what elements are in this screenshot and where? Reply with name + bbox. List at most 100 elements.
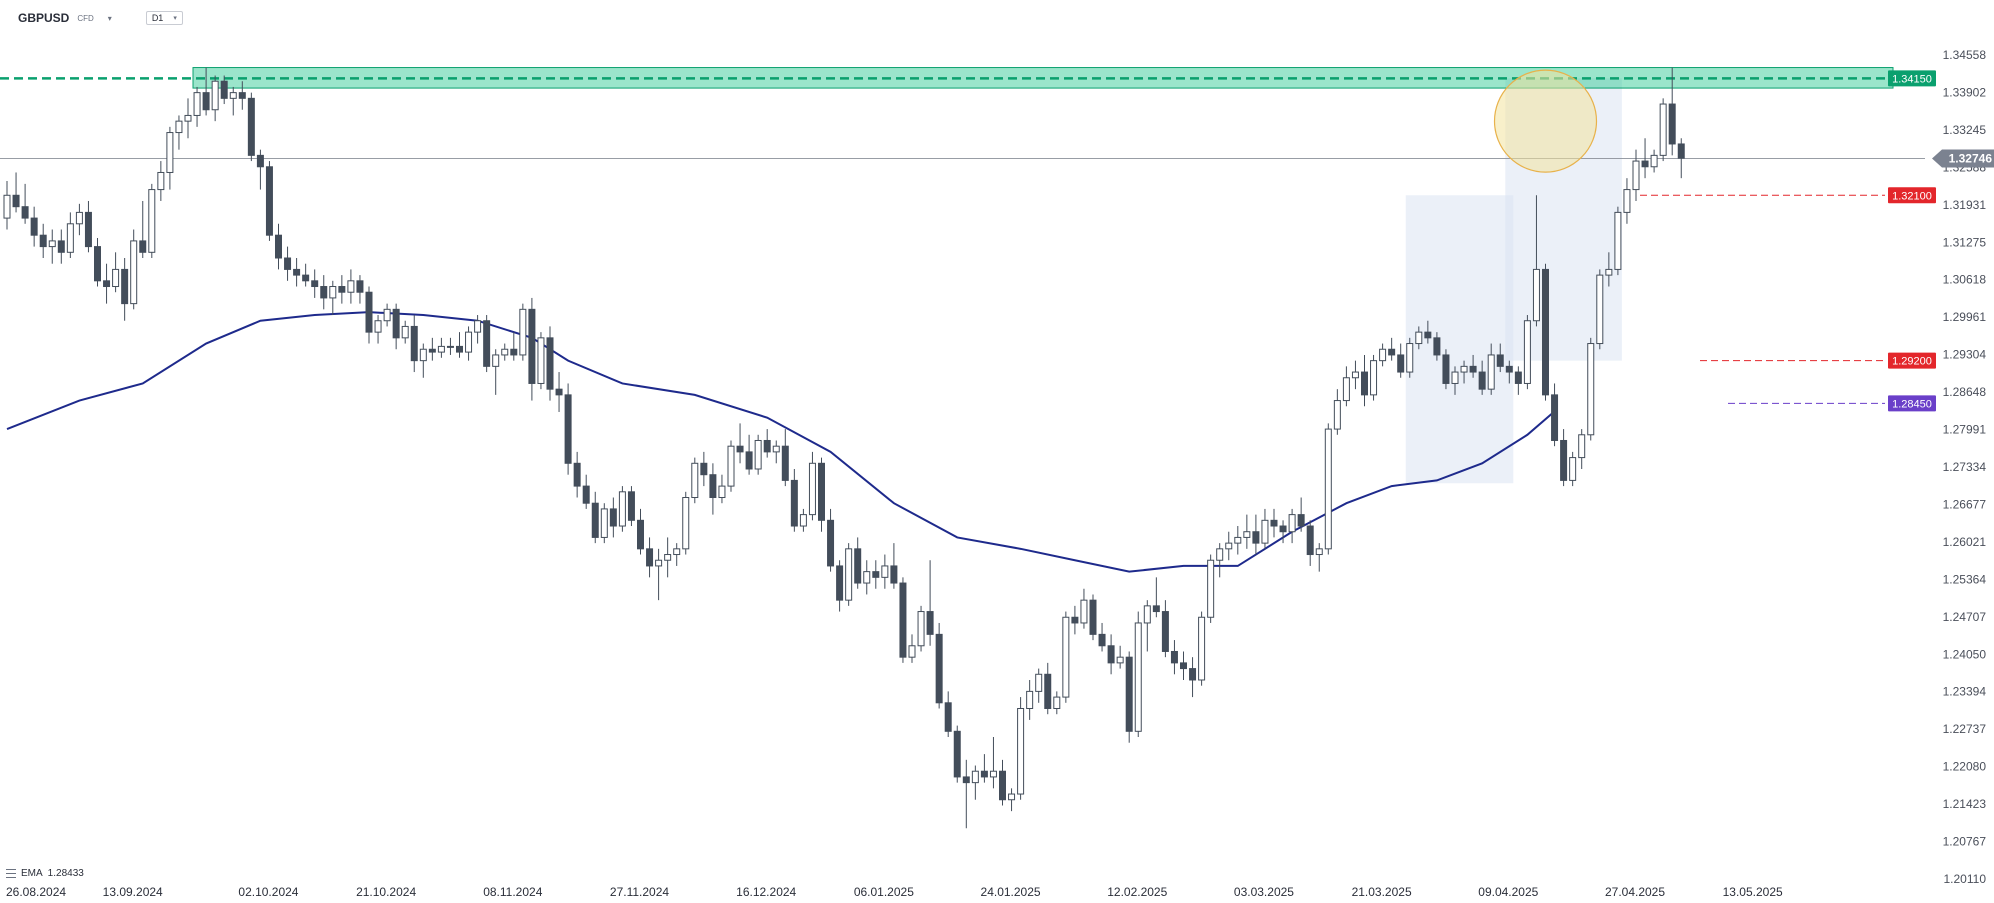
candle[interactable] <box>1243 514 1251 549</box>
candle[interactable] <box>1161 600 1169 658</box>
candle[interactable] <box>265 161 273 241</box>
candle[interactable] <box>1143 600 1151 652</box>
candle[interactable] <box>845 543 853 606</box>
candle[interactable] <box>881 554 889 589</box>
candle[interactable] <box>772 440 780 464</box>
candle[interactable] <box>971 765 979 800</box>
symbol-name[interactable]: GBPUSD <box>18 11 70 25</box>
candle[interactable] <box>646 537 654 578</box>
candle[interactable] <box>1514 366 1522 395</box>
candle[interactable] <box>392 303 400 350</box>
candle[interactable] <box>962 759 970 829</box>
candle[interactable] <box>1605 252 1613 287</box>
candle[interactable] <box>1035 668 1043 703</box>
candle[interactable] <box>827 508 835 572</box>
candle[interactable] <box>691 457 699 504</box>
candle[interactable] <box>383 303 391 327</box>
candle[interactable] <box>673 543 681 566</box>
candle[interactable] <box>329 280 337 316</box>
candle[interactable] <box>664 537 672 578</box>
candle[interactable] <box>1198 611 1206 686</box>
candle[interactable] <box>1089 594 1097 641</box>
candle[interactable] <box>1578 429 1586 469</box>
symbol-dropdown-icon[interactable]: ▾ <box>107 13 112 23</box>
candle[interactable] <box>483 315 491 373</box>
candle[interactable] <box>1053 691 1061 715</box>
candle[interactable] <box>302 263 310 287</box>
candle[interactable] <box>854 537 862 589</box>
candle[interactable] <box>48 229 56 264</box>
candle[interactable] <box>12 172 20 213</box>
candle[interactable] <box>419 343 427 378</box>
candle[interactable] <box>890 543 898 589</box>
candle[interactable] <box>863 560 871 595</box>
candle[interactable] <box>1397 343 1405 378</box>
candle[interactable] <box>627 486 635 527</box>
candle[interactable] <box>1632 149 1640 201</box>
candle[interactable] <box>94 238 101 287</box>
candle[interactable] <box>229 86 237 116</box>
candle[interactable] <box>600 503 608 544</box>
candle[interactable] <box>1026 679 1034 720</box>
candle[interactable] <box>1505 360 1513 384</box>
candle[interactable] <box>275 223 282 270</box>
candle[interactable] <box>184 98 192 139</box>
candle[interactable] <box>1234 526 1242 555</box>
timeframe-select[interactable]: D1 ▾ <box>145 11 183 25</box>
candle[interactable] <box>935 622 943 709</box>
candle[interactable] <box>1478 360 1486 395</box>
candle[interactable] <box>1107 634 1115 675</box>
candle[interactable] <box>1370 354 1378 401</box>
candle[interactable] <box>1406 337 1414 378</box>
candle[interactable] <box>401 320 409 344</box>
candle[interactable] <box>84 200 92 253</box>
candle[interactable] <box>1324 423 1332 555</box>
candle[interactable] <box>492 349 500 395</box>
candle[interactable] <box>247 92 255 162</box>
candle[interactable] <box>66 212 74 259</box>
candle[interactable] <box>944 691 952 738</box>
candle[interactable] <box>39 223 47 259</box>
candle[interactable] <box>211 75 219 122</box>
candle[interactable] <box>1388 337 1396 361</box>
candle[interactable] <box>1415 326 1423 350</box>
candle[interactable] <box>1614 206 1622 276</box>
candle[interactable] <box>284 246 292 281</box>
level-tag-1.32100[interactable]: 1.32100 <box>1888 187 1936 204</box>
candle[interactable] <box>999 759 1006 806</box>
candle[interactable] <box>1170 640 1178 675</box>
candle[interactable] <box>718 474 726 504</box>
candle[interactable] <box>75 203 83 236</box>
candle[interactable] <box>1587 337 1595 441</box>
candle[interactable] <box>456 332 463 358</box>
candle[interactable] <box>220 75 228 105</box>
candle[interactable] <box>3 181 11 230</box>
candle[interactable] <box>953 725 961 783</box>
candle[interactable] <box>1216 543 1224 578</box>
candle[interactable] <box>1361 354 1368 407</box>
candle[interactable] <box>1379 343 1387 367</box>
candle[interactable] <box>446 337 454 355</box>
candle[interactable] <box>510 332 518 361</box>
candle[interactable] <box>121 258 129 321</box>
candle[interactable] <box>1469 354 1477 378</box>
candle[interactable] <box>799 508 807 532</box>
candle[interactable] <box>917 605 925 652</box>
candle[interactable] <box>1677 138 1685 179</box>
candle[interactable] <box>1180 651 1187 680</box>
candle[interactable] <box>790 468 798 532</box>
candle[interactable] <box>637 508 644 555</box>
candle[interactable] <box>763 429 771 458</box>
candle[interactable] <box>139 200 147 259</box>
candle[interactable] <box>30 206 38 247</box>
candle[interactable] <box>1288 508 1296 544</box>
candle[interactable] <box>202 67 210 116</box>
candle[interactable] <box>808 451 816 521</box>
candle[interactable] <box>437 337 445 358</box>
candle[interactable] <box>980 754 988 783</box>
candle[interactable] <box>57 229 65 264</box>
candle[interactable] <box>1125 651 1133 743</box>
last-price-tag[interactable]: 1.32746 <box>1932 149 1994 168</box>
candle[interactable] <box>1569 451 1577 487</box>
